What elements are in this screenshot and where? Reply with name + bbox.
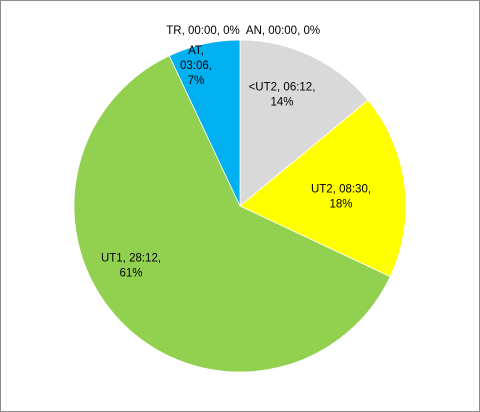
data-label-an: AN, 00:00, 0% xyxy=(246,25,320,37)
data-label-ut1: UT1, 28:12, 61% xyxy=(101,253,161,280)
data-label-ut2: <UT2, 06:12, 14% xyxy=(249,82,316,109)
pie-slice-at xyxy=(168,39,241,207)
data-label-ut2: UT2, 08:30, 18% xyxy=(311,184,371,211)
data-label-tr: TR, 00:00, 0% xyxy=(166,25,240,37)
pie-slice-ut2 xyxy=(239,39,369,207)
data-label-at: AT, 03:06, 7% xyxy=(180,45,212,87)
pie-slice-ut2 xyxy=(239,99,407,278)
pie-slice-ut1 xyxy=(73,55,391,373)
